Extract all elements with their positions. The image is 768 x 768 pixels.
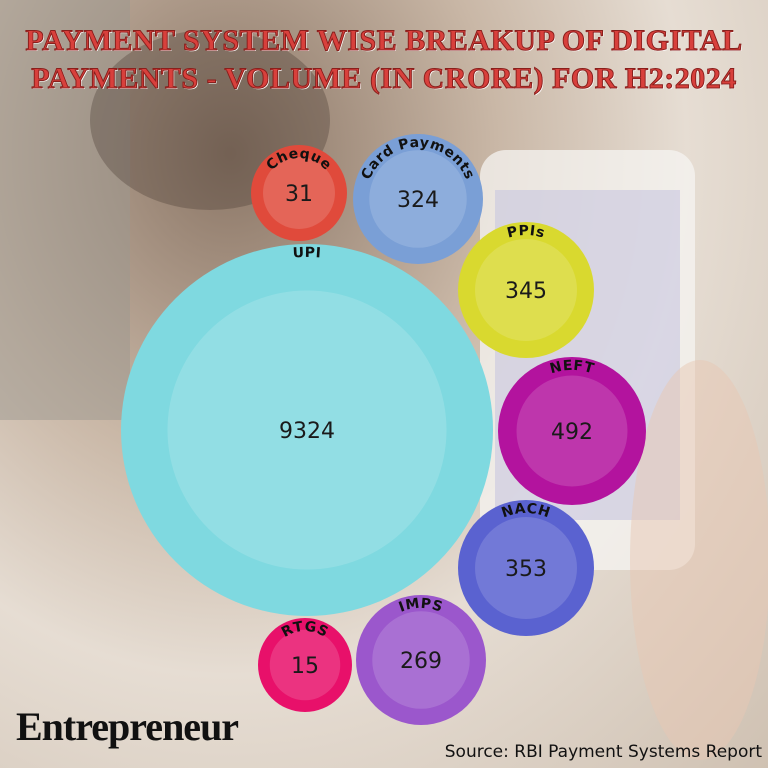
bubble-name-text: PPIs — [506, 223, 547, 242]
bubble — [251, 145, 347, 241]
bubble — [458, 500, 594, 636]
bubble — [498, 357, 646, 505]
value-label: 9324 — [279, 419, 335, 444]
bubble-inner — [372, 611, 470, 709]
bubble — [353, 134, 483, 264]
bubble-inner — [475, 517, 577, 619]
value-label: 15 — [291, 654, 319, 679]
value-label: 31 — [285, 182, 313, 207]
bubble-inner — [263, 157, 335, 229]
bubble-name: NEFT — [548, 358, 596, 377]
bubble — [121, 244, 493, 616]
bubble-name-text: NEFT — [548, 358, 595, 377]
bubble — [258, 618, 352, 712]
bubble-inner — [516, 375, 628, 487]
chart-title: PAYMENT SYSTEM WISE BREAKUP OF DIGITAL P… — [25, 24, 743, 96]
bubble-name: PPIs — [506, 223, 547, 242]
bubble — [356, 595, 486, 725]
bubble-inner — [167, 290, 447, 570]
value-label: 492 — [551, 420, 593, 445]
brand-logo: Entrepreneur — [16, 704, 239, 749]
bubble-inner — [475, 239, 577, 341]
source-note: Source: RBI Payment Systems Report — [444, 742, 762, 762]
bubble-inner — [269, 629, 341, 701]
bubble-inner — [369, 150, 467, 248]
bubble-name: UPI — [292, 245, 322, 262]
value-label: 324 — [397, 188, 439, 213]
bubble-name-text: UPI — [292, 245, 321, 262]
value-label: 269 — [400, 649, 442, 674]
value-label: 345 — [505, 279, 547, 304]
bubble — [458, 222, 594, 358]
value-label: 353 — [505, 557, 547, 582]
